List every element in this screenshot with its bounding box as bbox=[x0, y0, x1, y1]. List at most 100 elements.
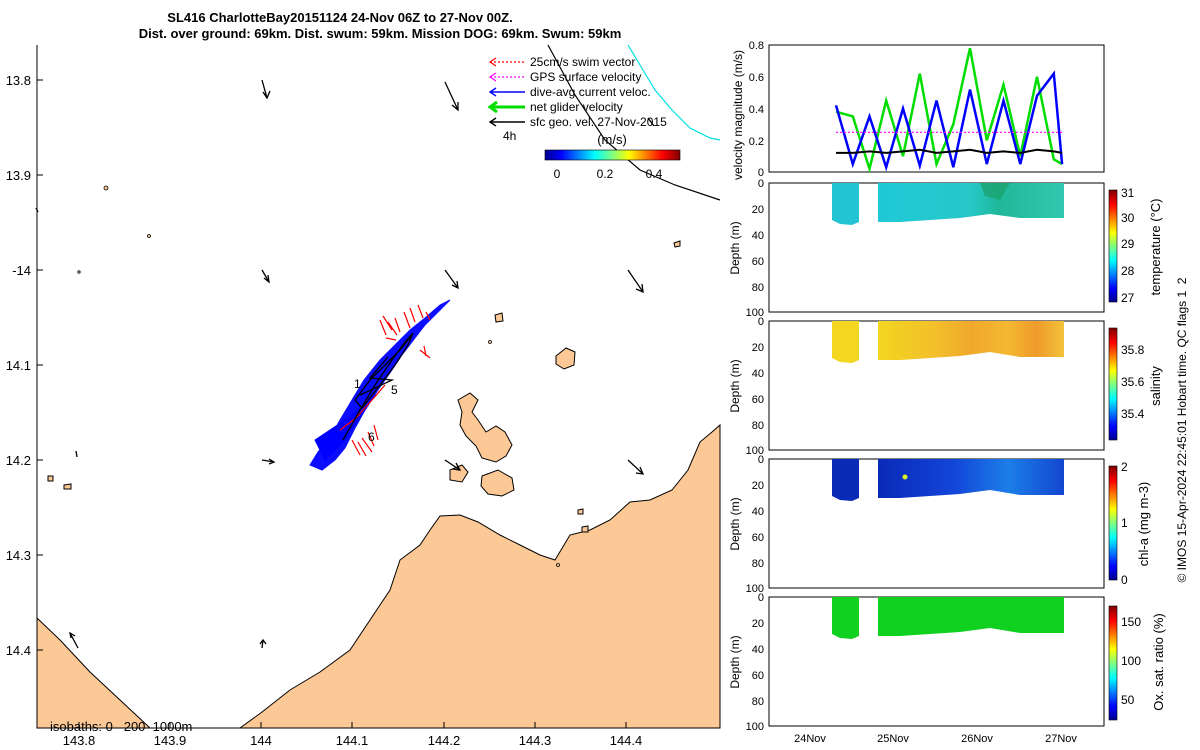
figure-title-line1: SL416 CharlotteBay20151124 24-Nov 06Z to… bbox=[167, 10, 512, 25]
legend-arrowhead-gps bbox=[488, 72, 497, 82]
land-islet-5 bbox=[556, 563, 560, 567]
depth-tick: 60 bbox=[752, 256, 764, 268]
velocity-series-group bbox=[834, 47, 1064, 174]
oxygen-colorbar-label: Ox. sat. ratio (%) bbox=[1151, 613, 1166, 711]
chla-colorbar-label: chl-a (mg m-3) bbox=[1136, 482, 1151, 567]
land-islet-3 bbox=[77, 270, 81, 274]
oxygen-section-b bbox=[878, 597, 1064, 636]
chla-colorbar bbox=[1108, 465, 1118, 581]
land-island-5 bbox=[494, 312, 504, 323]
oxygen-depth-label: Depth (m) bbox=[728, 635, 742, 688]
map-y-tick: 14.4 bbox=[6, 643, 31, 658]
colorbar-tick-0: 0 bbox=[554, 167, 561, 181]
salinity-tick: 35.8 bbox=[1121, 343, 1145, 357]
temperature-colorbar-ticks: 31 30 29 28 27 bbox=[1121, 186, 1135, 305]
depth-tick: 20 bbox=[752, 204, 764, 216]
time-scale-label: 4h bbox=[503, 129, 516, 143]
temperature-depth-label: Depth (m) bbox=[728, 221, 742, 274]
chla-depth-ticks: 0 20 40 60 80 100 bbox=[746, 454, 764, 595]
chla-colorbar-ticks: 2 1 0 bbox=[1121, 460, 1128, 587]
velocity-panel: 0.8 0.6 0.4 0.2 0 velocity magnitude (m/… bbox=[731, 40, 1105, 180]
oxygen-colorbar-ticks: 150 100 50 bbox=[1121, 615, 1141, 707]
map-y-tick-labels: 13.8 13.9 -14 14.1 14.2 14.3 14.4 bbox=[6, 73, 31, 658]
map-legend: 25cm/s swim vector GPS surface velocity … bbox=[487, 55, 667, 143]
legend-label-sfc: sfc geo. vel. 27-Nov-2015 bbox=[530, 115, 667, 129]
salinity-panel: 0 20 40 60 80 100 Depth (m) 35.8 35.6 35… bbox=[728, 316, 1163, 457]
depth-tick: 80 bbox=[752, 420, 764, 432]
depth-tick: 0 bbox=[758, 454, 764, 466]
legend-label-net: net glider velocity bbox=[530, 100, 623, 114]
land-islet-2 bbox=[147, 234, 151, 238]
temperature-tick: 30 bbox=[1121, 211, 1135, 225]
land-islet-4 bbox=[488, 340, 492, 344]
chla-section-b bbox=[878, 459, 1064, 498]
isobaths-label: isobaths: 0 200 1000m bbox=[50, 719, 192, 734]
temperature-tick: 31 bbox=[1121, 186, 1135, 200]
depth-tick: 100 bbox=[746, 445, 764, 457]
depth-tick: 60 bbox=[752, 394, 764, 406]
swim-vectors bbox=[339, 304, 431, 457]
chla-tick: 0 bbox=[1121, 573, 1128, 587]
salinity-colorbar-label: salinity bbox=[1148, 366, 1163, 406]
depth-tick: 40 bbox=[752, 230, 764, 242]
map-x-tick: 144.1 bbox=[336, 733, 369, 748]
legend-arrowhead-swim bbox=[488, 57, 497, 67]
sfc-velocity-arrows bbox=[35, 79, 655, 649]
land-islet-1 bbox=[103, 185, 109, 191]
map-axes bbox=[36, 45, 720, 729]
land-island-2 bbox=[480, 469, 515, 497]
map-y-tick: -14 bbox=[12, 263, 31, 278]
track-label-6: 6 bbox=[368, 430, 375, 444]
legend-arrowhead-sfc bbox=[488, 117, 497, 127]
land-island-6 bbox=[673, 240, 681, 248]
track-label-1: 1 bbox=[354, 377, 361, 391]
oxygen-tick: 50 bbox=[1121, 693, 1135, 707]
depth-tick: 60 bbox=[752, 670, 764, 682]
figure-title-line2: Dist. over ground: 69km. Dist. swum: 59k… bbox=[139, 26, 622, 41]
oxygen-tick: 150 bbox=[1121, 615, 1141, 629]
land-island-7 bbox=[63, 483, 72, 490]
map-x-tick: 144.4 bbox=[610, 733, 643, 748]
depth-tick: 40 bbox=[752, 368, 764, 380]
net-track bbox=[342, 332, 414, 441]
salinity-tick: 35.6 bbox=[1121, 375, 1145, 389]
salinity-section-b bbox=[878, 321, 1064, 360]
temperature-colorbar-label: temperature (°C) bbox=[1148, 199, 1163, 296]
oxygen-section-a bbox=[832, 597, 859, 639]
chla-tick: 2 bbox=[1121, 460, 1128, 474]
legend-label-swim: 25cm/s swim vector bbox=[530, 55, 635, 69]
map-x-tick: 144.3 bbox=[519, 733, 552, 748]
temperature-panel: 0 20 40 60 80 100 Depth (m) 31 30 29 28 … bbox=[728, 178, 1163, 319]
legend-label-gps: GPS surface velocity bbox=[530, 70, 641, 84]
map-y-tick: 14.1 bbox=[6, 358, 31, 373]
map-colorbar: (m/s) 0 0.2 0.4 bbox=[544, 132, 681, 181]
depth-tick: 0 bbox=[758, 178, 764, 190]
temperature-section-a bbox=[832, 183, 859, 225]
depth-tick: 20 bbox=[752, 480, 764, 492]
land-island-8 bbox=[47, 475, 54, 482]
time-tick: 26Nov bbox=[961, 733, 993, 745]
land-island-4 bbox=[555, 347, 576, 370]
velocity-y-label: velocity magnitude (m/s) bbox=[731, 50, 745, 180]
colorbar-gradient bbox=[544, 149, 681, 161]
oxygen-colorbar bbox=[1108, 605, 1118, 721]
track-label-5: 5 bbox=[391, 383, 398, 397]
time-axis: 24Nov 25Nov 26Nov 27Nov bbox=[794, 733, 1077, 745]
chla-tick: 1 bbox=[1121, 516, 1128, 530]
land-island-9 bbox=[581, 525, 589, 533]
chla-panel: 0 20 40 60 80 100 Depth (m) 2 1 0 chl-a … bbox=[728, 454, 1151, 595]
velocity-series-line-3 bbox=[836, 148, 1063, 154]
map-x-tick: 144.2 bbox=[428, 733, 461, 748]
velocity-y-tick: 0.8 bbox=[749, 40, 764, 52]
temperature-warm-patch bbox=[980, 183, 1010, 200]
colorbar-unit: (m/s) bbox=[597, 132, 627, 147]
velocity-y-tick: 0.2 bbox=[749, 136, 764, 148]
salinity-section-a bbox=[832, 321, 859, 363]
time-tick: 25Nov bbox=[877, 733, 909, 745]
velocity-series-line-0 bbox=[835, 47, 1063, 174]
velocity-series-line-1 bbox=[834, 70, 1064, 172]
depth-tick: 20 bbox=[752, 342, 764, 354]
map-y-tick: 13.8 bbox=[6, 73, 31, 88]
legend-label-current: dive-avg current veloc. bbox=[530, 85, 651, 99]
temperature-section-b bbox=[878, 183, 1064, 222]
